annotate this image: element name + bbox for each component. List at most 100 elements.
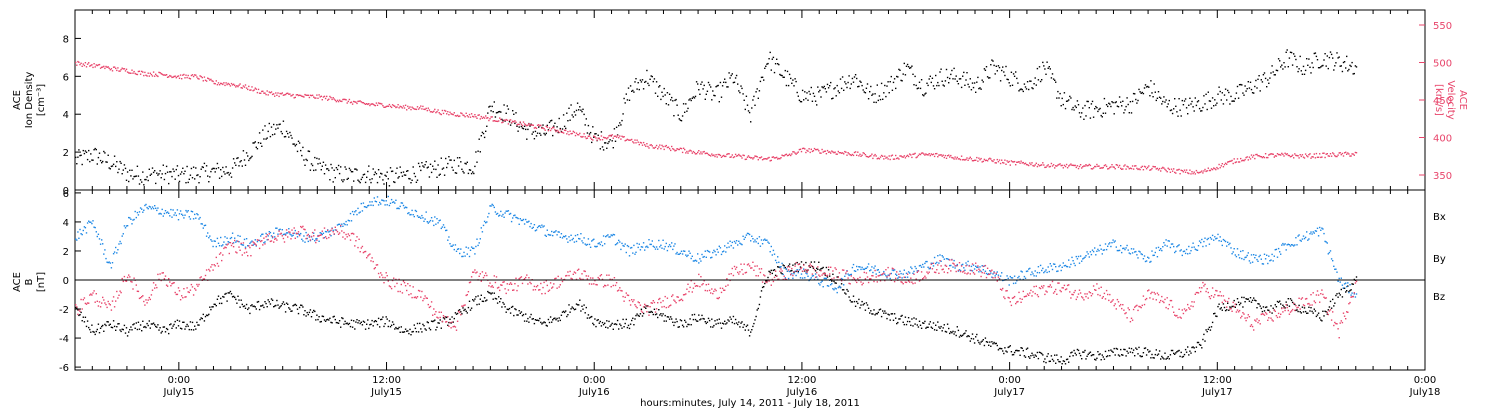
- bx-point: [1044, 358, 1046, 360]
- bx-point: [1130, 347, 1133, 350]
- bx-point: [482, 300, 485, 303]
- density-point: [244, 164, 247, 166]
- density-point: [792, 79, 794, 81]
- density-point: [332, 181, 334, 183]
- bx-point: [991, 341, 993, 343]
- by-point: [615, 243, 618, 245]
- bx-point: [234, 296, 236, 299]
- velocity-point: [199, 75, 201, 77]
- density-point: [151, 167, 154, 169]
- velocity-point: [1173, 168, 1175, 170]
- velocity-point: [938, 154, 940, 156]
- density-point: [525, 128, 527, 131]
- by-point: [501, 215, 503, 217]
- by-point: [1132, 248, 1135, 250]
- bx-point: [1029, 357, 1031, 359]
- density-point: [1308, 58, 1310, 60]
- by-point: [262, 233, 264, 235]
- velocity-point: [110, 68, 113, 70]
- by-point: [162, 215, 164, 217]
- bx-point: [1056, 354, 1058, 356]
- velocity-point: [467, 116, 470, 118]
- density-point: [224, 173, 226, 175]
- bx-point: [935, 324, 937, 326]
- velocity-point: [412, 107, 414, 109]
- by-point: [139, 207, 142, 209]
- velocity-point: [327, 99, 329, 101]
- by-point: [1180, 249, 1182, 251]
- bx-point: [128, 331, 130, 333]
- bx-point: [1142, 352, 1145, 354]
- velocity-point: [276, 94, 278, 96]
- density-point: [265, 138, 267, 140]
- velocity-point: [543, 128, 545, 130]
- bx-point: [663, 320, 665, 322]
- velocity-point: [278, 95, 280, 98]
- by-point: [119, 240, 121, 243]
- bx-point: [415, 331, 418, 333]
- velocity-point: [149, 72, 151, 74]
- density-point: [1227, 89, 1229, 92]
- velocity-point: [698, 150, 700, 152]
- velocity-point: [358, 100, 360, 102]
- bx-point: [1059, 361, 1061, 363]
- density-point: [328, 169, 330, 172]
- by-point: [1165, 239, 1167, 241]
- velocity-point: [1162, 166, 1164, 169]
- velocity-point: [334, 99, 336, 101]
- by-point: [796, 269, 798, 271]
- velocity-point: [148, 75, 150, 77]
- velocity-point: [1076, 165, 1079, 167]
- bx-point: [280, 305, 282, 307]
- velocity-point: [963, 158, 965, 161]
- bx-point: [104, 323, 106, 326]
- bx-point: [958, 336, 961, 338]
- bx-point: [1086, 355, 1088, 357]
- velocity-point: [106, 66, 108, 68]
- velocity-point: [396, 106, 398, 108]
- density-point: [165, 165, 168, 168]
- by-point: [542, 226, 544, 228]
- by-point: [763, 239, 765, 241]
- density-point: [250, 156, 252, 159]
- velocity-point: [345, 99, 347, 101]
- by-point: [930, 262, 932, 264]
- density-point: [939, 71, 941, 73]
- by-point: [320, 232, 322, 235]
- density-point: [619, 122, 621, 124]
- bx-point: [932, 322, 935, 324]
- bx-point: [858, 298, 860, 301]
- by-point: [389, 202, 392, 204]
- density-point: [1083, 118, 1085, 120]
- velocity-point: [1062, 167, 1064, 169]
- bx-point: [813, 261, 816, 263]
- by-point: [991, 276, 993, 278]
- velocity-point: [902, 156, 904, 158]
- velocity-point: [677, 148, 679, 151]
- by-point: [945, 258, 948, 260]
- by-point: [878, 271, 881, 273]
- density-point: [201, 166, 203, 168]
- velocity-point: [1171, 170, 1174, 172]
- bx-point: [1185, 351, 1188, 353]
- by-point: [486, 221, 488, 223]
- velocity-point: [1340, 153, 1342, 156]
- bx-point: [541, 323, 543, 325]
- by-point: [258, 239, 261, 242]
- velocity-point: [1273, 156, 1275, 158]
- bx-point: [248, 307, 250, 309]
- velocity-point: [635, 142, 637, 144]
- by-point: [1044, 270, 1046, 273]
- bx-point: [425, 329, 427, 331]
- density-point: [324, 164, 327, 166]
- bx-point: [483, 297, 486, 299]
- velocity-point: [933, 155, 936, 158]
- density-point: [733, 81, 736, 83]
- velocity-point: [681, 151, 684, 154]
- density-point: [576, 102, 579, 104]
- bx-point: [211, 306, 213, 308]
- density-point: [985, 66, 988, 68]
- velocity-point: [253, 89, 255, 91]
- density-point: [1291, 64, 1294, 66]
- velocity-point: [1102, 166, 1104, 169]
